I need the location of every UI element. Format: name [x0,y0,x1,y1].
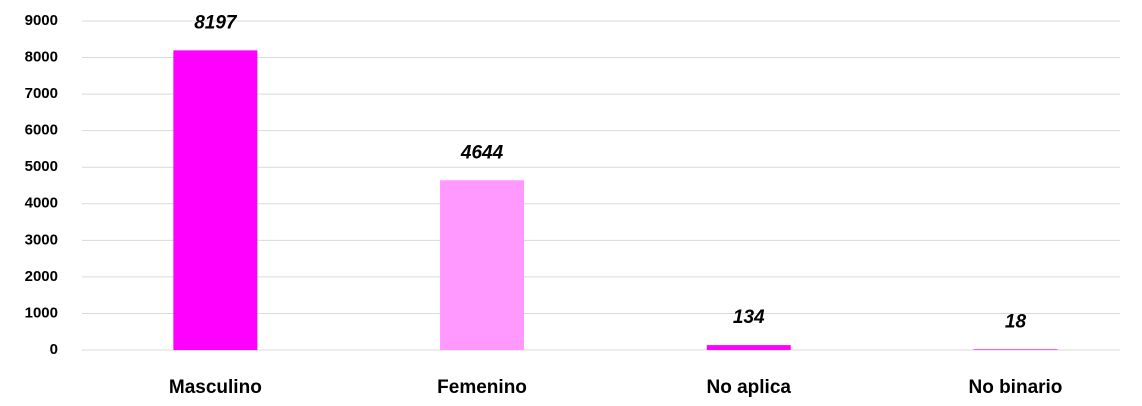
y-tick-label: 2000 [25,268,58,285]
x-tick-label: No binario [968,377,1062,398]
y-tick-label: 1000 [25,304,58,321]
x-tick-label: No aplica [707,377,792,398]
bar [173,50,258,350]
y-tick-label: 8000 [25,49,58,66]
y-tick-label: 5000 [25,158,58,175]
x-tick-label: Femenino [437,377,527,398]
y-tick-label: 9000 [25,12,58,29]
bar [440,180,525,350]
y-tick-label: 4000 [25,195,58,212]
y-tick-label: 0 [50,341,58,358]
y-tick-label: 6000 [25,122,58,139]
data-label: 8197 [194,12,238,33]
data-label: 4644 [460,142,504,163]
data-label: 134 [733,307,765,328]
bar [973,349,1058,350]
x-tick-label: Masculino [169,377,262,398]
data-label: 18 [1005,311,1027,332]
y-tick-label: 3000 [25,231,58,248]
y-tick-label: 7000 [25,85,58,102]
bar [706,345,791,350]
